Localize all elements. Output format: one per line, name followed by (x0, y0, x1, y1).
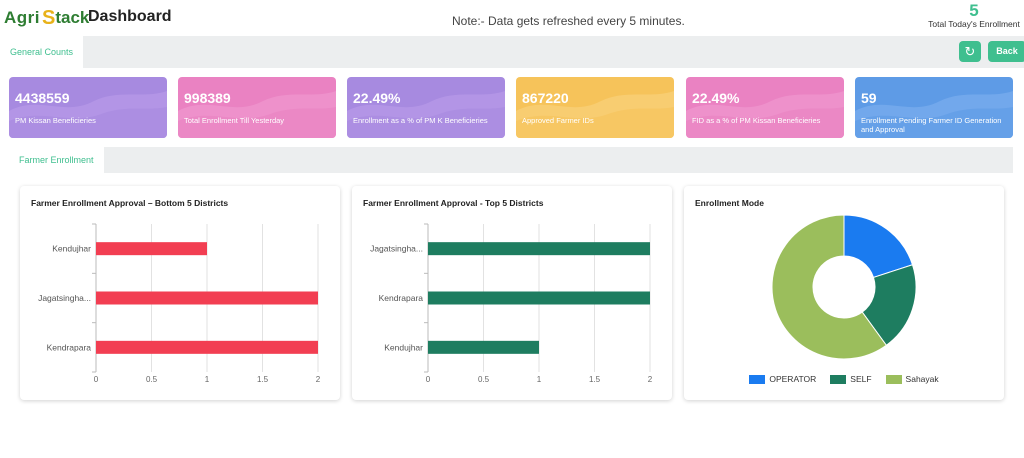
top-districts-category-label: Kendrapara (379, 293, 424, 303)
summary-card[interactable]: 59 Enrollment Pending Farmer ID Generatio… (855, 77, 1013, 138)
top-districts-title: Farmer Enrollment Approval - Top 5 Distr… (363, 198, 544, 208)
card-value: 22.49% (692, 90, 740, 106)
legend-label: SELF (850, 374, 872, 384)
bottom-districts-x-tick-label: 1 (205, 375, 210, 384)
bottom-districts-x-tick-label: 1.5 (257, 375, 269, 384)
bottom-districts-x-tick-label: 0 (94, 375, 99, 384)
legend-item[interactable]: Sahayak (885, 374, 939, 384)
enrollment-mode-legend: OPERATOR SELF Sahayak (684, 374, 1004, 384)
card-wave-decoration (347, 91, 505, 138)
logo-text-agri: Agri (4, 8, 40, 27)
bottom-districts-x-tick-label: 0.5 (146, 375, 158, 384)
bottom-districts-bar[interactable] (96, 242, 207, 256)
card-value: 59 (861, 90, 877, 106)
card-wave-decoration (855, 91, 1013, 138)
enrollment-mode-slice[interactable] (771, 214, 888, 360)
card-value: 998389 (184, 90, 231, 106)
enrollment-mode-panel: Enrollment Mode OPERATOR SELF Sahayak (684, 186, 1004, 400)
card-label: FID as a % of PM Kissan Beneficieries (692, 116, 821, 125)
refresh-note: Note:- Data gets refreshed every 5 minut… (452, 14, 685, 28)
farmer-tab-bar: Farmer Enrollment (9, 147, 1013, 173)
top-districts-x-tick-label: 1.5 (589, 375, 601, 384)
summary-card[interactable]: 4438559 PM Kissan Beneficieries (9, 77, 167, 138)
top-districts-panel: Farmer Enrollment Approval - Top 5 Distr… (352, 186, 672, 400)
top-districts-bar[interactable] (428, 340, 539, 354)
today-enrollment: 5 Total Today's Enrollment (924, 2, 1024, 29)
top-districts-x-tick-label: 1 (537, 375, 542, 384)
today-enrollment-count: 5 (969, 1, 979, 20)
card-label: Total Enrollment Till Yesterday (184, 116, 285, 125)
card-wave-decoration (9, 91, 167, 138)
card-value: 22.49% (353, 90, 401, 106)
tab-farmer-enrollment[interactable]: Farmer Enrollment (9, 147, 104, 173)
agristack-logo[interactable]: Agri S tack (4, 5, 89, 31)
card-value: 867220 (522, 90, 569, 106)
top-districts-chart: 0 0.5 1 1.5 2 Jagatsingha... Kendrapara Kendujh… (370, 223, 653, 384)
legend-swatch (749, 374, 766, 384)
legend-label: Sahayak (905, 374, 939, 384)
bottom-districts-bar[interactable] (96, 291, 318, 305)
enrollment-mode-chart (771, 214, 917, 360)
legend-swatch (885, 374, 902, 384)
summary-card[interactable]: 998389 Total Enrollment Till Yesterday (178, 77, 336, 138)
back-button[interactable]: Back (988, 41, 1024, 62)
general-tab-bar: General Counts (0, 36, 1024, 68)
top-districts-bar[interactable] (428, 291, 650, 305)
summary-card[interactable]: 22.49% FID as a % of PM Kissan Beneficier… (686, 77, 844, 138)
top-districts-x-tick-label: 2 (648, 375, 653, 384)
card-wave-decoration (178, 91, 336, 138)
summary-card[interactable]: 22.49% Enrollment as a % of PM K Benefici… (347, 77, 505, 138)
card-label: Approved Farmer IDs (522, 116, 594, 125)
logo-text-s: S (42, 6, 56, 29)
top-districts-category-label: Kendujhar (384, 342, 423, 352)
card-wave-decoration (686, 91, 844, 138)
today-enrollment-label: Total Today's Enrollment (928, 19, 1020, 29)
legend-swatch (830, 374, 847, 384)
page-title: Dashboard (88, 8, 172, 25)
tab-general-counts[interactable]: General Counts (0, 36, 84, 68)
legend-item[interactable]: OPERATOR (749, 374, 816, 384)
app-header: Agri S tack Dashboard Note:- Data gets r… (0, 0, 1024, 36)
summary-card[interactable]: 867220 Approved Farmer IDs (516, 77, 674, 138)
bottom-districts-title: Farmer Enrollment Approval – Bottom 5 Di… (31, 198, 229, 208)
card-wave-decoration (516, 91, 674, 138)
refresh-button[interactable]: ↻ (959, 41, 981, 62)
card-label: PM Kissan Beneficieries (15, 116, 96, 125)
top-districts-category-label: Jagatsingha... (370, 244, 423, 254)
enrollment-mode-title: Enrollment Mode (695, 198, 764, 208)
top-districts-x-tick-label: 0 (426, 375, 431, 384)
card-label: Enrollment Pending Farmer ID Generation … (861, 116, 1002, 134)
logo-text-tack: tack (55, 8, 90, 27)
bottom-districts-bar[interactable] (96, 340, 318, 354)
card-label: Enrollment as a % of PM K Beneficieries (353, 116, 488, 125)
legend-label: OPERATOR (769, 374, 817, 384)
bottom-districts-category-label: Kendujhar (52, 244, 91, 254)
bottom-districts-category-label: Jagatsingha... (38, 293, 91, 303)
bottom-districts-category-label: Kendrapara (47, 342, 92, 352)
bottom-districts-x-tick-label: 2 (316, 375, 321, 384)
bottom-districts-panel: Farmer Enrollment Approval – Bottom 5 Di… (20, 186, 340, 400)
card-value: 4438559 (15, 90, 70, 106)
top-districts-bar[interactable] (428, 242, 650, 256)
legend-item[interactable]: SELF (830, 374, 872, 384)
top-districts-x-tick-label: 0.5 (478, 375, 490, 384)
bottom-districts-chart: 0 0.5 1 1.5 2 Kendujhar Jagatsingha... Kendrapa… (38, 223, 321, 384)
